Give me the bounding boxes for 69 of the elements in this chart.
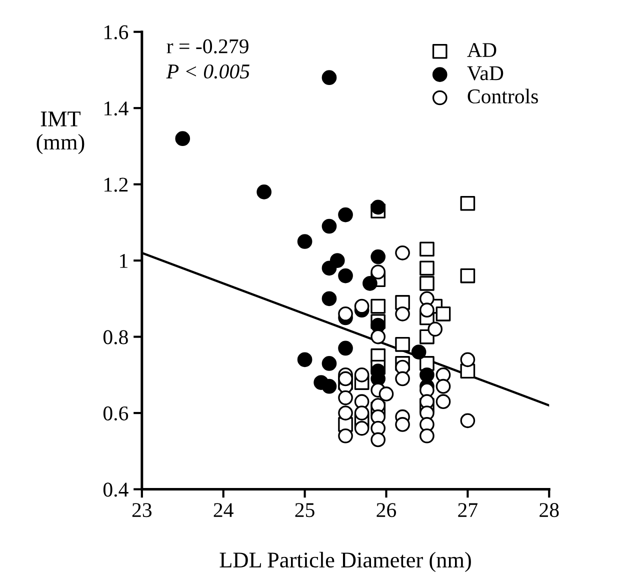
point bbox=[322, 356, 337, 371]
point bbox=[370, 249, 386, 264]
y-tick-label: 0.4 bbox=[103, 482, 128, 497]
point bbox=[256, 184, 272, 200]
point bbox=[297, 234, 312, 249]
point bbox=[460, 196, 476, 211]
point bbox=[362, 276, 378, 291]
point bbox=[420, 428, 434, 444]
point bbox=[330, 253, 345, 268]
y-tick-label: 1 bbox=[120, 254, 128, 268]
point bbox=[370, 200, 386, 215]
point bbox=[322, 378, 337, 394]
point bbox=[338, 371, 353, 386]
point bbox=[338, 406, 353, 420]
y-tick-label: 0.8 bbox=[103, 330, 128, 344]
x-tick-label: 24 bbox=[214, 503, 234, 517]
point bbox=[436, 394, 451, 410]
point bbox=[338, 268, 353, 284]
point bbox=[395, 336, 410, 352]
point bbox=[370, 298, 386, 314]
legend-label: AD bbox=[467, 43, 496, 57]
point bbox=[354, 298, 370, 314]
point bbox=[297, 352, 312, 368]
annotation: r = -0.279 bbox=[166, 39, 248, 54]
point bbox=[370, 329, 386, 344]
point bbox=[354, 367, 370, 382]
point bbox=[338, 207, 353, 222]
point bbox=[322, 70, 337, 86]
y-tick-label: 0.6 bbox=[103, 406, 128, 421]
point bbox=[395, 246, 410, 260]
point bbox=[436, 306, 451, 322]
point bbox=[460, 268, 476, 284]
point bbox=[395, 371, 410, 386]
x-axis-title: LDL Particle Diameter (nm) bbox=[220, 552, 471, 572]
point bbox=[411, 344, 426, 360]
legend-label: Controls bbox=[468, 88, 538, 104]
x-tick-label: 27 bbox=[458, 503, 478, 517]
x-tick-label: 28 bbox=[540, 503, 559, 518]
y-axis-title: IMT (mm) bbox=[36, 112, 84, 154]
point bbox=[338, 390, 353, 406]
point bbox=[420, 276, 434, 291]
x-tick-label: 26 bbox=[376, 503, 396, 518]
y-tick-label: 1.2 bbox=[104, 178, 128, 192]
x-tick-label: 25 bbox=[295, 503, 314, 518]
point bbox=[338, 340, 353, 356]
point bbox=[354, 420, 370, 436]
point bbox=[370, 432, 386, 448]
point bbox=[420, 302, 434, 318]
point bbox=[436, 378, 451, 394]
point bbox=[428, 322, 443, 337]
point bbox=[460, 413, 476, 428]
y-tick-label: 1.4 bbox=[104, 102, 128, 116]
point bbox=[322, 291, 337, 306]
point bbox=[175, 131, 190, 146]
point bbox=[420, 260, 434, 276]
point bbox=[338, 306, 353, 322]
point bbox=[395, 306, 410, 322]
point bbox=[338, 428, 353, 444]
point bbox=[354, 406, 370, 420]
y-tick-label: 1.6 bbox=[104, 25, 128, 40]
x-tick-label: 23 bbox=[132, 503, 152, 518]
annotation: P < 0.005 bbox=[166, 64, 250, 79]
point bbox=[322, 218, 337, 234]
legend-label: VaD bbox=[467, 66, 504, 80]
point bbox=[395, 417, 410, 432]
point bbox=[378, 386, 394, 402]
point bbox=[460, 352, 476, 368]
point bbox=[370, 264, 386, 280]
point bbox=[420, 242, 434, 257]
